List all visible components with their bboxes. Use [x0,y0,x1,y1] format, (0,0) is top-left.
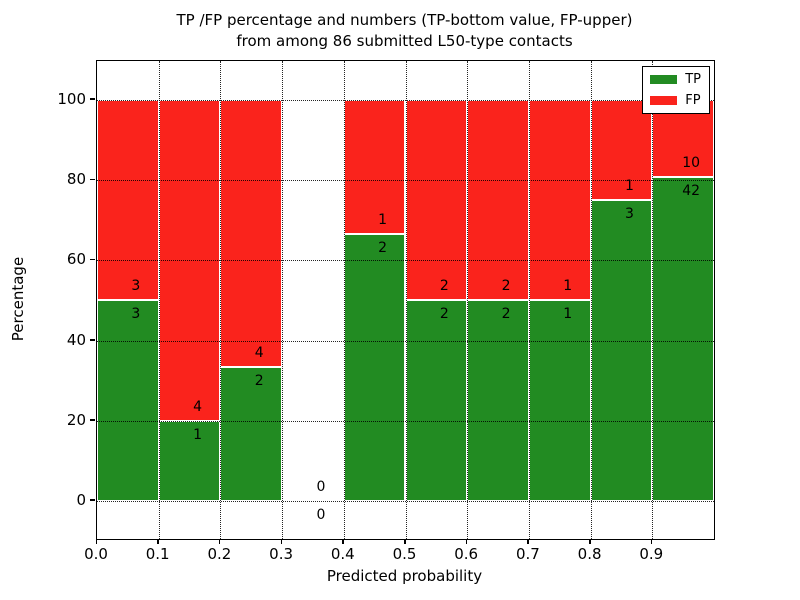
legend-row-fp: FP [650,93,701,108]
fp-bar-segment [590,99,653,201]
y-tick-mark [90,98,95,100]
x-tick-label: 0.5 [392,545,417,563]
x-tick-label: 0.1 [145,545,170,563]
y-tick-label: 0 [76,490,86,509]
fp-bar-segment [343,99,406,234]
tp-bar-segment [220,367,283,501]
tp-count-label: 3 [131,306,141,323]
x-gridline [343,61,345,539]
fp-count-label: 4 [254,345,264,362]
fp-count-label: 10 [682,155,701,171]
fp-count-label: 2 [439,278,449,295]
x-gridline [528,61,530,539]
fp-count-label: 3 [131,278,141,295]
fp-bar-segment [528,99,591,301]
x-gridline [590,61,592,539]
fp-bar-segment [467,99,529,301]
legend: TP FP [642,66,710,114]
tp-legend-swatch [650,75,678,84]
x-gridline [220,61,222,539]
fp-bar-segment [405,99,468,301]
x-tick-label: 0.9 [639,545,664,563]
chart-title-line2: from among 86 submitted L50-type contact… [236,32,573,50]
x-gridline [405,61,407,539]
x-tick-label: 0.7 [515,545,540,563]
tp-count-label: 2 [378,239,388,256]
tp-count-label: 2 [439,306,449,323]
tp-count-label: 3 [624,206,634,223]
x-tick-mark [342,539,344,544]
chart-title: TP /FP percentage and numbers (TP-bottom… [96,10,713,52]
fp-bar-segment [220,99,283,368]
tp-bar-segment [528,300,591,501]
fp-bar-segment [158,99,221,421]
fp-count-label: 1 [378,211,388,228]
y-tick-mark [90,178,95,181]
x-tick-mark [527,539,529,544]
x-tick-label: 0.3 [269,545,294,563]
tp-legend-label: TP [685,72,701,87]
x-tick-label: 0.8 [577,545,602,563]
x-gridline [652,61,654,539]
y-tick-mark [90,499,95,501]
x-tick-mark [95,539,97,544]
tp-bar-segment [158,420,221,501]
tp-bar-segment [343,233,406,501]
fp-legend-swatch [650,96,678,105]
fp-bar-segment [97,99,159,301]
x-gridline [282,61,284,539]
y-axis-label: Percentage [9,256,27,342]
x-tick-label: 0.0 [84,545,108,563]
tp-count-label: 42 [682,183,701,199]
legend-row-tp: TP [650,72,701,87]
x-tick-mark [218,539,221,544]
fp-count-label: 0 [316,478,326,495]
x-tick-mark [157,539,159,544]
x-tick-label: 0.2 [207,545,232,563]
fp-legend-label: FP [685,93,701,108]
chart-title-line1: TP /FP percentage and numbers (TP-bottom… [176,11,633,29]
tp-count-label: 1 [563,306,573,323]
y-tick-label: 60 [66,250,86,269]
x-tick-mark [465,539,468,544]
y-tick-mark [90,419,95,421]
tp-count-label: 2 [501,306,511,323]
x-tick-mark [589,539,591,544]
y-tick-label: 80 [66,170,86,189]
x-tick-label: 0.6 [454,545,479,563]
tp-count-label: 2 [254,373,264,390]
fp-count-label: 1 [624,178,634,195]
fp-count-label: 1 [563,278,573,295]
tp-bar-segment [652,177,714,501]
x-gridline [158,61,160,539]
tp-bar-segment [97,300,159,501]
x-gridline [467,61,469,539]
x-axis-label: Predicted probability [326,567,483,585]
tp-bar-segment [590,200,653,501]
x-tick-label: 0.4 [330,545,355,563]
fp-count-label: 4 [193,398,202,415]
fp-count-label: 2 [501,278,511,295]
y-tick-mark [90,339,95,341]
y-tick-label: 100 [57,89,86,108]
y-tick-label: 20 [66,410,86,429]
tp-count-label: 0 [316,506,326,523]
tp-bar-segment [467,300,529,501]
x-tick-mark [650,539,653,544]
y-tick-label: 40 [66,330,86,349]
tp-count-label: 1 [193,426,202,443]
tp-bar-segment [405,300,468,501]
y-tick-mark [90,258,95,261]
plot-area: 3 3 4 1 4 2 0 0 1 2 2 2 2 2 1 1 1 3 10 42 TP FP [96,60,715,540]
x-tick-mark [280,539,283,544]
x-tick-mark [404,539,406,544]
